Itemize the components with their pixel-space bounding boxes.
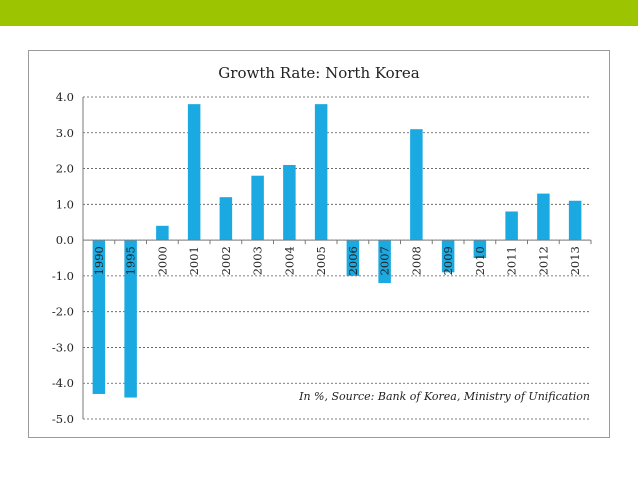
x-tick-label: 2001 xyxy=(187,246,201,275)
y-tick-label: -5.0 xyxy=(52,412,74,426)
bar-1990 xyxy=(92,240,106,394)
bar-2001 xyxy=(187,104,201,241)
bar-2011 xyxy=(505,211,518,241)
bar-2008 xyxy=(410,129,423,241)
bar-2000 xyxy=(156,225,169,241)
bar-2004 xyxy=(283,164,296,241)
bar-1995 xyxy=(124,240,137,398)
x-tick-label: 2002 xyxy=(219,246,233,275)
y-tick-label: -2.0 xyxy=(52,305,74,319)
axis-layer xyxy=(82,97,592,419)
x-tick-label: 2012 xyxy=(536,246,550,275)
bar-2010 xyxy=(473,240,487,258)
bar-2007 xyxy=(378,240,391,284)
x-tick-label: 2008 xyxy=(409,246,423,275)
bar-layer xyxy=(92,104,582,398)
bar-2012 xyxy=(537,193,550,241)
top-accent-bar xyxy=(0,0,638,26)
bar-2005 xyxy=(314,104,328,241)
bar-2006 xyxy=(346,240,360,276)
x-tick-label: 2004 xyxy=(282,246,296,275)
y-tick-label: -4.0 xyxy=(52,376,74,390)
x-tick-label: 2013 xyxy=(568,246,582,275)
bar-2003 xyxy=(251,175,264,241)
x-tick-label: 2000 xyxy=(155,246,169,275)
x-tick-label: 2010 xyxy=(473,246,487,275)
bar-2002 xyxy=(219,197,233,241)
x-tick-label: 2005 xyxy=(314,246,328,275)
y-tick-label: -3.0 xyxy=(52,340,74,354)
x-tick-label: 1990 xyxy=(92,246,106,275)
y-tick-label: -1.0 xyxy=(52,269,74,283)
bar-2009 xyxy=(441,240,455,273)
x-tick-label: 2009 xyxy=(441,246,455,275)
x-tick-label: 2003 xyxy=(251,246,265,275)
chart-title: Growth Rate: North Korea xyxy=(218,64,420,82)
y-tick-label: 4.0 xyxy=(56,90,74,104)
y-tick-label: 0.0 xyxy=(56,233,74,247)
x-tick-label: 2006 xyxy=(346,246,360,275)
y-tick-label: 1.0 xyxy=(56,197,74,211)
x-tick-label: 2011 xyxy=(505,246,519,275)
source-note: In %, Source: Bank of Korea, Ministry of… xyxy=(297,390,592,403)
bar-2013 xyxy=(568,200,582,241)
x-tick-label: 2007 xyxy=(378,246,392,275)
x-tick-label: 1995 xyxy=(124,246,138,275)
label-layer: 4.0 3.0 2.0 1.0 0.0 -1.0 -2.0 -3.0 -4.0 -5.0 1990 1… xyxy=(52,90,582,426)
y-tick-label: 2.0 xyxy=(56,162,74,176)
y-tick-label: 3.0 xyxy=(56,126,74,140)
